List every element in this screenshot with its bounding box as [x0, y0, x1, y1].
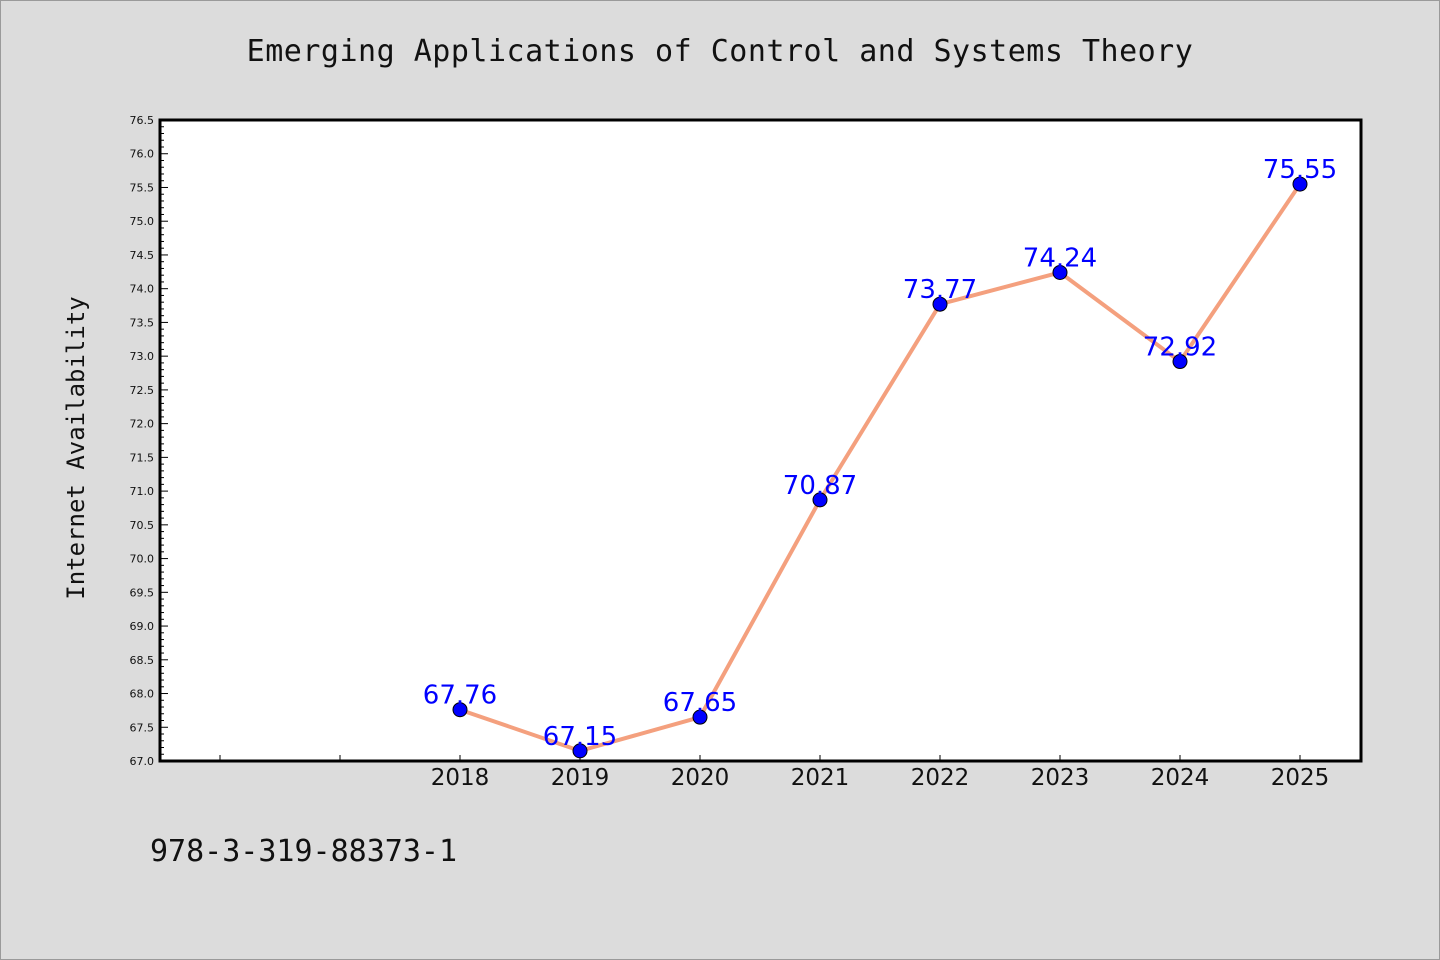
y-tick-label: 67.0 — [130, 755, 155, 768]
x-tick-label: 2022 — [911, 765, 970, 791]
chart-title: Emerging Applications of Control and Sys… — [246, 34, 1194, 69]
data-point — [452, 702, 468, 718]
data-label: 67.15 — [543, 722, 617, 752]
y-tick-label: 68.0 — [130, 688, 155, 701]
data-labels-group: 67.76 67.15 67.65 70.87 73.77 74.24 72.92 75.55 — [423, 155, 1337, 752]
y-tick-label: 69.0 — [130, 620, 155, 633]
x-tick-label: 2024 — [1151, 765, 1210, 791]
y-tick-label: 68.5 — [130, 654, 155, 667]
x-axis-ticks: 2018 2019 2020 2021 2022 2023 2024 2025 — [219, 755, 1330, 791]
y-tick-label: 69.5 — [130, 586, 155, 599]
series-group — [452, 176, 1308, 759]
y-tick-label: 76.0 — [130, 148, 155, 161]
y-tick-label: 73.5 — [130, 316, 155, 329]
y-tick-label: 72.5 — [130, 384, 155, 397]
data-point — [932, 296, 948, 312]
x-tick-label: 2021 — [791, 765, 850, 791]
y-tick-label: 73.0 — [130, 350, 155, 363]
data-point — [692, 709, 708, 725]
x-tick-label: 2019 — [551, 765, 610, 791]
data-label: 75.55 — [1263, 155, 1337, 185]
y-tick-label: 76.5 — [130, 114, 155, 127]
data-label: 72.92 — [1143, 333, 1217, 363]
y-tick-label: 70.0 — [130, 553, 155, 566]
y-tick-label: 75.5 — [130, 181, 155, 194]
y-tick-label: 72.0 — [130, 418, 155, 431]
x-tick-label: 2018 — [431, 765, 490, 791]
y-tick-label: 74.5 — [130, 249, 155, 262]
x-tick-label: 2023 — [1031, 765, 1090, 791]
data-label: 74.24 — [1023, 243, 1097, 273]
footer-code: 978-3-319-88373-1 — [150, 834, 458, 869]
y-axis-ticks: 67.0 67.5 68.0 68.5 69.0 69.5 70.0 70.5 71.0 71.5… — [130, 114, 168, 768]
data-label: 70.87 — [783, 471, 857, 501]
y-tick-label: 70.5 — [130, 519, 155, 532]
y-tick-label: 74.0 — [130, 283, 155, 296]
data-point — [1052, 264, 1068, 280]
x-tick-label: 2020 — [671, 765, 730, 791]
data-point — [1292, 176, 1308, 192]
data-label: 73.77 — [903, 275, 977, 305]
data-label: 67.76 — [423, 681, 497, 711]
series-line — [459, 182, 1302, 753]
y-tick-label: 67.5 — [130, 721, 155, 734]
data-label: 67.65 — [663, 688, 737, 718]
y-tick-label: 75.0 — [130, 215, 155, 228]
data-point — [572, 743, 588, 759]
plot-area — [158, 118, 1363, 763]
x-tick-label: 2025 — [1271, 765, 1330, 791]
y-tick-label: 71.0 — [130, 485, 155, 498]
y-tick-label: 71.5 — [130, 451, 155, 464]
data-point — [1172, 354, 1188, 370]
data-point — [812, 492, 828, 508]
